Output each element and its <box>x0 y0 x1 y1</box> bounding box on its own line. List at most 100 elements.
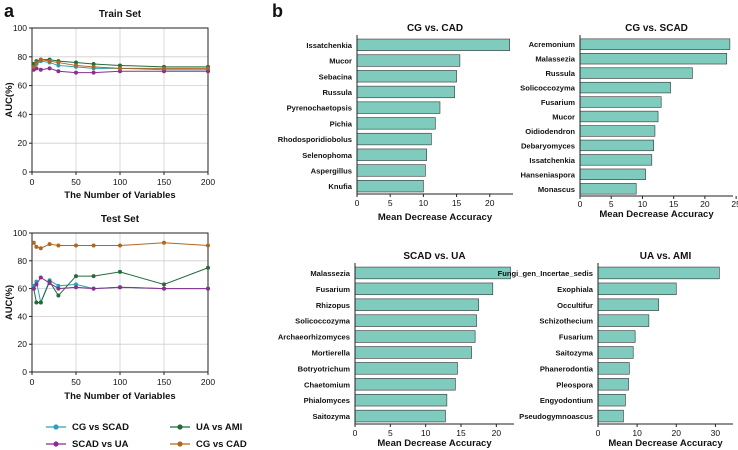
data-point-scad-vs-ua <box>38 275 43 280</box>
legend-label-cg-scad: CG vs SCAD <box>72 422 129 433</box>
category-label: Pichia <box>330 119 353 128</box>
category-label: Malassezia <box>535 55 575 64</box>
legend-marker-cg-scad <box>53 424 59 430</box>
category-label: Monascus <box>538 185 575 194</box>
category-label: Chaetomium <box>304 380 350 389</box>
series-line-scad-vs-ua <box>33 276 208 290</box>
y-tick-label: 100 <box>13 23 27 33</box>
data-point-scad-vs-ua <box>56 69 61 74</box>
bar-pleospora <box>597 378 629 391</box>
data-point-scad-vs-ua <box>38 67 43 72</box>
x-tick-label: 10 <box>638 199 648 209</box>
x-tick-label: 100 <box>113 377 127 387</box>
data-point-ua-vs-ami <box>91 62 96 66</box>
legend-label-ua-ami: UA vs AMI <box>196 422 242 433</box>
x-tick-label: 10 <box>419 198 429 208</box>
bar-aspergillus <box>356 164 426 177</box>
data-point-ua-vs-ami <box>118 63 122 68</box>
bar-mucor <box>579 110 659 123</box>
x-axis-label: The Number of Variables <box>64 391 175 402</box>
data-point-scad-vs-ua <box>47 281 52 286</box>
x-tick-label: 0 <box>596 428 601 438</box>
x-tick-label: 50 <box>71 177 81 187</box>
category-label: Acremonium <box>529 40 576 49</box>
data-point-cg-vs-cad <box>162 66 166 71</box>
bar-knufia <box>356 180 424 193</box>
category-label: Debaryomyces <box>521 141 575 150</box>
x-tick-label: 20 <box>485 198 495 208</box>
bar-malassezia <box>354 266 511 280</box>
data-point-cg-vs-cad <box>47 242 52 247</box>
series-line-cg-vs-cad <box>33 242 209 249</box>
category-label: Knufia <box>328 182 352 191</box>
bar-exophiala <box>597 282 677 296</box>
x-tick-label: 30 <box>711 428 721 438</box>
category-label: Phanerodontia <box>540 364 594 373</box>
x-tick-label: 50 <box>71 377 81 387</box>
category-label: Rhodosporidiobolus <box>278 135 352 144</box>
data-point-cg-vs-scad <box>56 283 61 288</box>
data-point-ua-vs-ami <box>118 269 122 274</box>
bar-selenophoma <box>356 148 428 161</box>
x-tick-label: 0 <box>355 198 360 208</box>
data-point-cg-vs-cad <box>56 60 61 65</box>
y-tick-label: 40 <box>18 311 28 321</box>
data-point-ua-vs-ami <box>74 274 78 279</box>
bar-engyodontium <box>597 393 626 407</box>
bar-archaeorhizomyces <box>354 330 476 343</box>
x-tick-label: 0 <box>30 177 35 187</box>
x-axis-label: The Number of Variables <box>64 190 175 201</box>
data-point-cg-vs-cad <box>74 63 78 68</box>
bar-russula <box>356 85 455 99</box>
category-label: Russula <box>545 69 575 78</box>
category-label: Solicoccozyma <box>520 84 576 93</box>
bar-fusarium <box>597 330 636 343</box>
category-label: Aspergillus <box>311 166 352 175</box>
x-tick-label: 200 <box>201 377 215 387</box>
category-label: Exophiala <box>557 285 594 294</box>
category-label: Russula <box>322 88 352 97</box>
y-tick-label: 0 <box>22 167 27 177</box>
bar-schizothecium <box>597 314 650 327</box>
data-point-cg-vs-cad <box>31 64 36 69</box>
data-point-scad-vs-ua <box>118 69 122 74</box>
x-tick-label: 20 <box>700 199 710 209</box>
x-tick-label: 10 <box>421 428 431 438</box>
x-tick-label: 0 <box>578 199 583 209</box>
y-tick-label: 80 <box>18 52 28 62</box>
legend-marker-cg-cad <box>177 441 183 447</box>
data-point-ua-vs-ami <box>56 293 61 298</box>
x-tick-label: 0 <box>353 428 358 438</box>
x-axis-label: Mean Decrease Accuracy <box>599 209 714 220</box>
category-label: Rhizopus <box>316 301 350 310</box>
bar-rhodosporidiobolus <box>356 132 432 146</box>
bar-chart-cg-vs-scad: CG vs. SCAD Acremonium Malassezia Russula So… <box>520 23 738 220</box>
bar-sebacina <box>356 70 457 83</box>
data-point-cg-vs-scad <box>56 63 61 68</box>
y-tick-label: 80 <box>18 256 28 266</box>
category-label: Fungi_gen_Incertae_sedis <box>498 269 593 278</box>
x-tick-label: 150 <box>157 177 171 187</box>
bar-phialomyces <box>354 393 448 407</box>
category-label: Pyrenochaetopsis <box>287 104 352 113</box>
data-point-scad-vs-ua <box>74 285 78 290</box>
y-tick-label: 60 <box>18 284 28 294</box>
data-point-cg-vs-cad <box>118 66 122 71</box>
legend-item-ua-ami: UA vs AMI <box>170 422 242 433</box>
category-label: Fusarium <box>559 333 593 342</box>
data-point-scad-vs-ua <box>162 69 166 74</box>
x-tick-label: 25 <box>731 199 738 209</box>
data-point-scad-vs-ua <box>31 286 36 291</box>
data-point-ua-vs-ami <box>91 274 96 279</box>
data-point-scad-vs-ua <box>206 286 210 291</box>
x-tick-label: 5 <box>388 428 393 438</box>
data-point-scad-vs-ua <box>74 70 78 75</box>
bar-issatchenkia <box>579 154 653 166</box>
chart-title: Train Set <box>99 9 142 20</box>
data-point-cg-vs-cad <box>47 59 52 64</box>
category-label: Pleospora <box>556 380 593 389</box>
bar-issatchenkia <box>356 38 510 51</box>
x-tick-label: 200 <box>201 177 215 187</box>
bar-chart-scad-vs-ua: SCAD vs. UA Malassezia Fusarium Rhizopus Sol… <box>278 251 514 449</box>
bar-chart-ua-vs-ami: UA vs. AMI Fungi_gen_Incertae_sedis Exophi… <box>498 251 733 449</box>
